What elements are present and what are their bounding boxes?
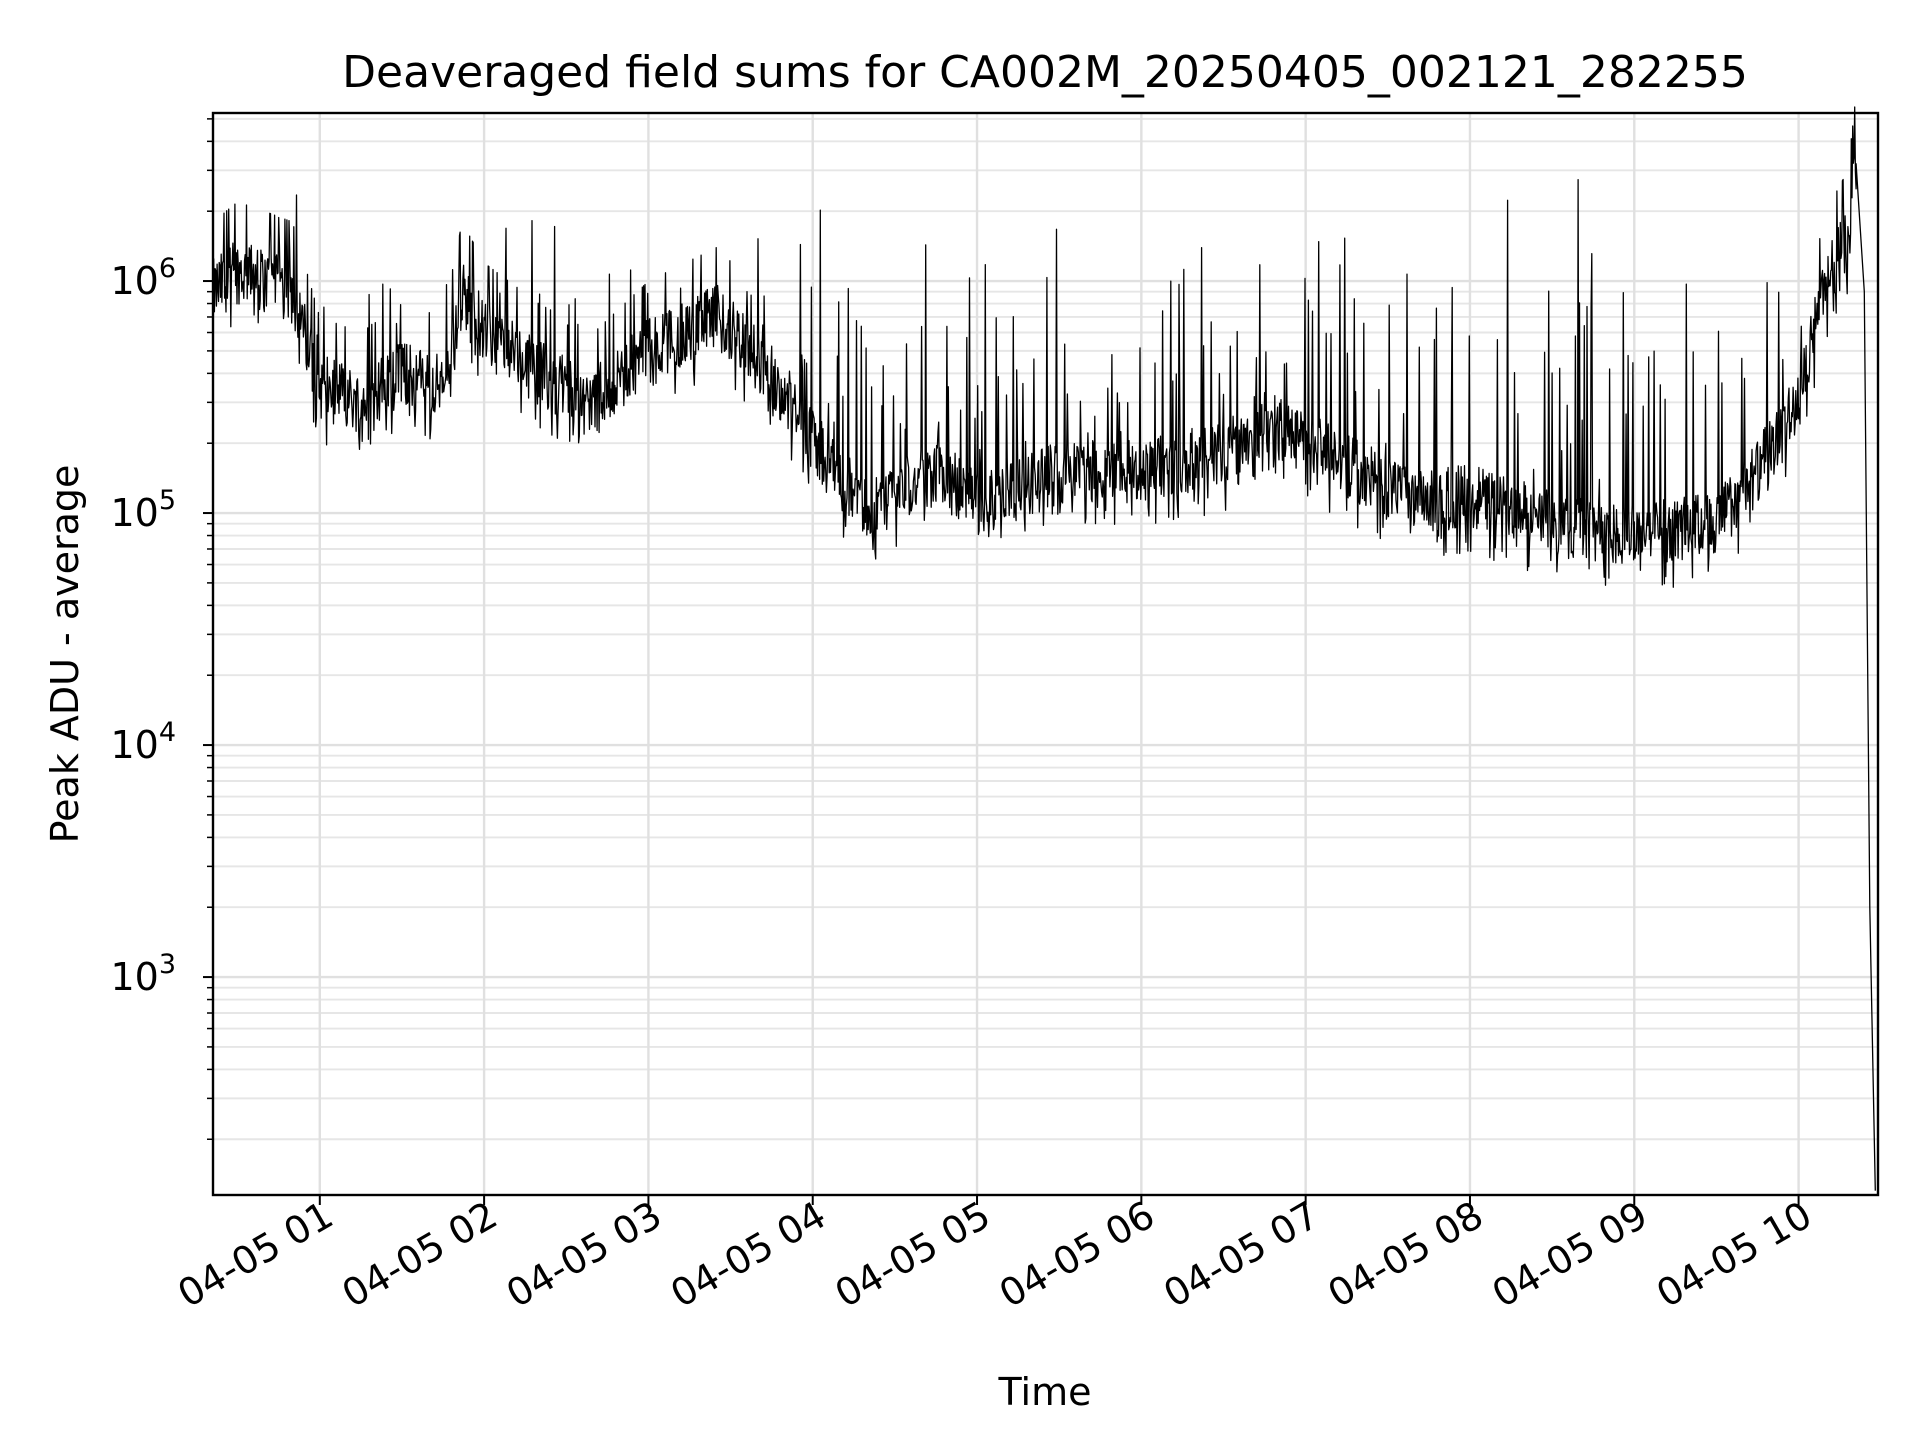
- y-tick-exponent: 3: [159, 949, 176, 980]
- y-tick-label: 106: [110, 253, 176, 303]
- y-tick-exponent: 5: [159, 485, 176, 516]
- plot-frame: [211, 111, 1880, 1197]
- y-tick-base: 10: [110, 491, 158, 535]
- x-axis-label: Time: [998, 1370, 1092, 1414]
- y-tick-base: 10: [110, 259, 158, 303]
- series-layer: [212, 106, 1876, 1191]
- chart-title: Deaveraged field sums for CA002M_2025040…: [342, 47, 1748, 98]
- y-tick-label: 105: [110, 485, 176, 535]
- y-axis-label: Peak ADU - average: [43, 465, 87, 844]
- grid: [213, 113, 1878, 1195]
- y-tick-label: 103: [110, 949, 176, 999]
- y-tick-exponent: 4: [159, 717, 176, 748]
- y-tick-exponent: 6: [159, 253, 176, 284]
- y-tick-base: 10: [110, 955, 158, 999]
- y-tick-label: 104: [110, 717, 176, 767]
- series-line: [212, 106, 1876, 1191]
- y-tick-base: 10: [110, 723, 158, 767]
